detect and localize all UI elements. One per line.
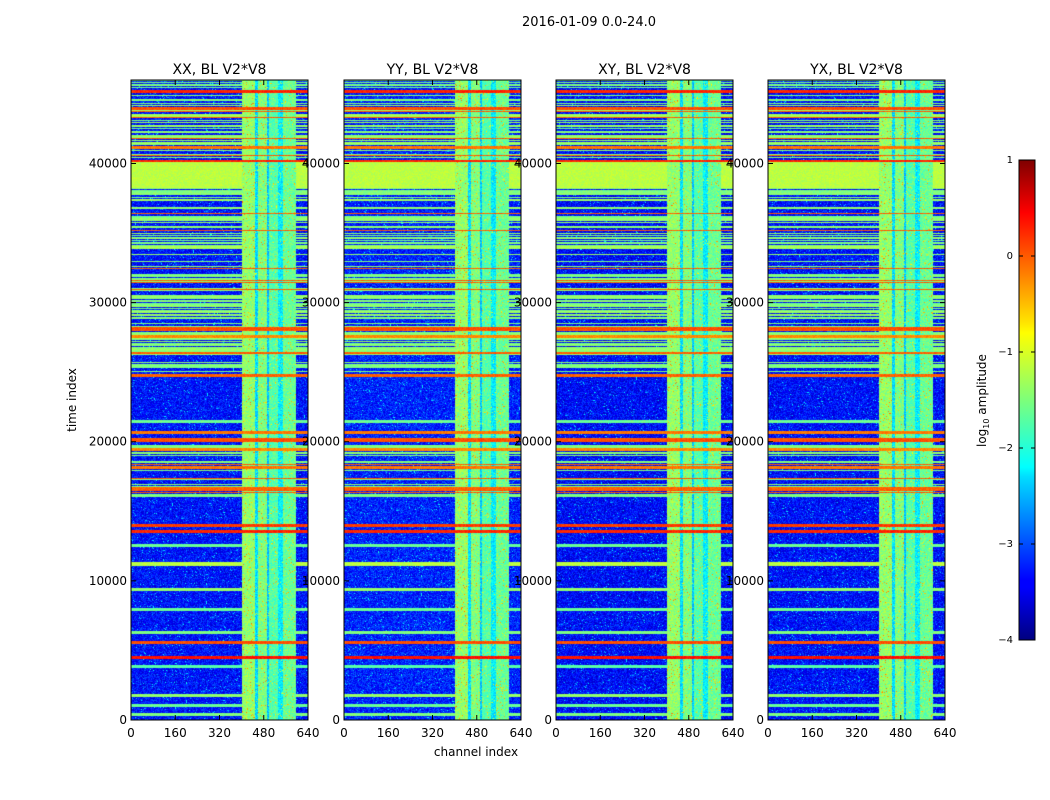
- colorbar-gradient: [1018, 159, 1036, 641]
- x-tick-label: 480: [677, 726, 700, 740]
- figure-suptitle: 2016-01-09 0.0-24.0: [522, 15, 656, 30]
- colorbar-label-sub: 10: [982, 419, 991, 429]
- heatmap-image: [344, 80, 521, 720]
- panel-title: YY, BL V2*V8: [386, 62, 479, 78]
- colorbar-tick-label: −4: [998, 635, 1013, 646]
- y-tick-label: 40000: [514, 156, 552, 170]
- y-tick-label: 0: [544, 713, 552, 727]
- x-tick-label: 0: [340, 726, 348, 740]
- x-tick-label: 160: [377, 726, 400, 740]
- y-tick-label: 30000: [89, 296, 127, 310]
- x-tick-label: 640: [934, 726, 957, 740]
- x-axis-label: channel index: [434, 745, 518, 759]
- x-tick-label: 320: [633, 726, 656, 740]
- y-tick-label: 0: [332, 713, 340, 727]
- x-tick-label: 640: [722, 726, 745, 740]
- x-tick-label: 320: [208, 726, 231, 740]
- panel-title: XY, BL V2*V8: [598, 62, 691, 78]
- panel-title: XX, BL V2*V8: [173, 62, 267, 78]
- panel-xy: XY, BL V2*V8 0 160 320 480 640 0 10000 20000 3000…: [514, 62, 745, 740]
- colorbar-label: log10 amplitude: [975, 354, 991, 447]
- heatmap-image: [556, 80, 733, 720]
- x-tick-label: 320: [845, 726, 868, 740]
- x-tick-label: 0: [552, 726, 560, 740]
- colorbar-tick-label: −3: [998, 539, 1013, 550]
- colorbar-label-main: log: [975, 429, 989, 447]
- x-tick-label: 480: [252, 726, 275, 740]
- colorbar-label-tail: amplitude: [975, 354, 989, 418]
- x-tick-label: 0: [764, 726, 772, 740]
- colorbar: 10−1−2−3−4 log10 amplitude: [975, 155, 1036, 646]
- y-tick-label: 40000: [302, 156, 340, 170]
- colorbar-tick-label: −1: [998, 347, 1013, 358]
- x-tick-label: 160: [801, 726, 824, 740]
- panel-yx: YX, BL V2*V8 0 160 320 480 640 0 10000 20000 3000…: [726, 62, 957, 740]
- x-tick-label: 480: [465, 726, 488, 740]
- panel-yy: YY, BL V2*V8 0 160 320 480 640 0 10000 20000 3000…: [302, 62, 533, 740]
- x-tick-label: 0: [127, 726, 135, 740]
- y-tick-label: 10000: [89, 574, 127, 588]
- x-tick-label: 640: [510, 726, 533, 740]
- y-tick-label: 30000: [514, 296, 552, 310]
- y-tick-label: 20000: [514, 435, 552, 449]
- panel-xx: XX, BL V2*V8 0 160 320 480 640 0 10000 20000 3000…: [89, 62, 320, 740]
- colorbar-tick-label: 0: [1007, 251, 1013, 262]
- x-tick-label: 320: [421, 726, 444, 740]
- y-tick-label: 10000: [726, 574, 764, 588]
- colorbar-tick-label: 1: [1007, 155, 1013, 166]
- y-tick-label: 10000: [302, 574, 340, 588]
- y-tick-label: 0: [756, 713, 764, 727]
- x-tick-label: 480: [889, 726, 912, 740]
- y-tick-label: 40000: [89, 156, 127, 170]
- x-tick-label: 160: [164, 726, 187, 740]
- colorbar-tick-label: −2: [998, 443, 1013, 454]
- y-tick-label: 10000: [514, 574, 552, 588]
- y-tick-label: 0: [119, 713, 127, 727]
- x-tick-label: 640: [297, 726, 320, 740]
- heatmap-panels: XX, BL V2*V8 0 160 320 480 640 0 10000 20000 3000…: [89, 62, 957, 740]
- heatmap-image: [768, 80, 945, 720]
- y-tick-label: 40000: [726, 156, 764, 170]
- y-tick-label: 30000: [726, 296, 764, 310]
- y-tick-label: 20000: [89, 435, 127, 449]
- y-tick-label: 30000: [302, 296, 340, 310]
- y-tick-label: 20000: [302, 435, 340, 449]
- x-tick-label: 160: [589, 726, 612, 740]
- heatmap-image: [131, 80, 308, 720]
- y-axis-label: time index: [65, 368, 79, 432]
- panel-title: YX, BL V2*V8: [809, 62, 903, 78]
- colorbar-ticks: 1 0 −1 −2 −3 −4: [998, 155, 1035, 646]
- y-tick-label: 20000: [726, 435, 764, 449]
